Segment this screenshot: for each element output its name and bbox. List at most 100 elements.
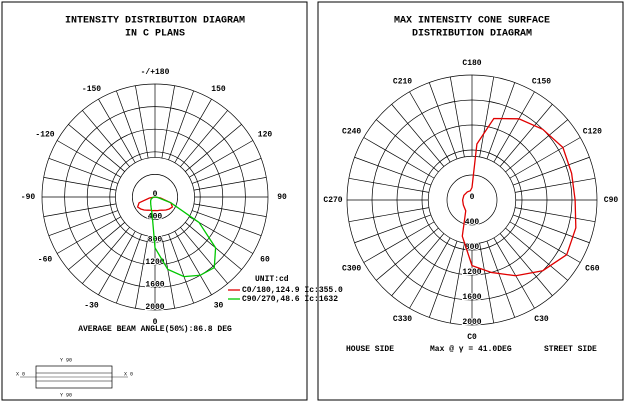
spoke	[168, 90, 194, 160]
angle-tick-label: 60	[260, 256, 270, 265]
sketch-label: Y 90	[60, 392, 72, 398]
spoke	[82, 110, 130, 167]
spoke	[391, 104, 445, 167]
angle-tick-label: 30	[214, 301, 224, 310]
spoke	[428, 240, 458, 318]
r-tick-label: 0	[153, 190, 158, 199]
r-tick-label: 400	[465, 218, 480, 227]
beam-angle: AVERAGE BEAM ANGLE(50%):86.8 DEG	[78, 325, 232, 334]
sketch-label: X 0	[124, 371, 133, 377]
spoke	[499, 233, 553, 296]
angle-tick-label: C150	[532, 77, 551, 86]
spoke	[98, 98, 136, 163]
spoke	[391, 233, 445, 296]
spoke	[161, 235, 175, 309]
r-tick-label: 1200	[462, 268, 481, 277]
angle-tick-label: 0	[153, 318, 158, 327]
spoke	[363, 137, 435, 179]
spoke	[512, 156, 590, 186]
spoke	[68, 222, 125, 270]
left-panel	[1, 1, 308, 401]
spoke	[512, 214, 590, 244]
unit: UNIT:cd	[255, 275, 289, 284]
spoke	[348, 177, 429, 193]
angle-tick-label: C90	[604, 196, 619, 205]
angle-tick-label: C270	[323, 196, 342, 205]
spoke	[116, 90, 142, 160]
spoke	[505, 119, 568, 173]
spoke	[509, 221, 581, 263]
legend-label: C0/180,124.9 Ic:355.0	[242, 286, 343, 295]
spoke	[192, 210, 262, 236]
angle-tick-label: -60	[38, 256, 53, 265]
right-panel	[317, 1, 624, 401]
ring	[371, 99, 573, 301]
spoke	[135, 235, 149, 309]
spoke	[499, 104, 553, 167]
spoke	[409, 91, 451, 163]
r-tick-label: 1600	[462, 293, 481, 302]
spoke	[479, 76, 495, 157]
angle-tick-label: C180	[462, 59, 481, 68]
angle-tick-label: C0	[467, 333, 477, 342]
spoke	[48, 158, 118, 184]
spoke	[98, 231, 136, 296]
angle-tick-label: -90	[21, 193, 36, 202]
intensity-curve	[149, 196, 217, 278]
spoke	[43, 177, 117, 191]
luminaire-sketch: Y 90 X 0 X 0 Y 90	[16, 357, 133, 398]
spoke	[493, 91, 535, 163]
street-side: STREET SIDE	[544, 345, 597, 354]
inner-ring	[115, 157, 195, 237]
angle-tick-label: C300	[342, 265, 361, 274]
spoke	[193, 203, 267, 217]
spoke	[348, 207, 429, 223]
ring	[132, 174, 178, 220]
spoke	[180, 110, 228, 167]
spoke	[449, 76, 465, 157]
angle-tick-label: -30	[84, 301, 99, 310]
intensity-curve	[136, 196, 174, 212]
spoke	[43, 203, 117, 217]
r-tick-label: 1600	[145, 281, 164, 290]
angle-tick-label: C60	[585, 265, 600, 274]
angle-tick-label: -120	[35, 131, 54, 140]
title: MAX INTENSITY CONE SURFACE	[394, 16, 550, 27]
angle-tick-label: -/+180	[141, 68, 170, 77]
house-side: HOUSE SIDE	[346, 345, 394, 354]
spoke	[493, 237, 535, 309]
ring	[446, 174, 498, 226]
spoke	[376, 227, 439, 281]
r-tick-label: 400	[148, 213, 163, 222]
ring	[396, 124, 548, 276]
title: INTENSITY DISTRIBUTION DIAGRAM	[65, 16, 245, 27]
spoke	[116, 234, 142, 304]
spoke	[161, 85, 175, 159]
r-tick-label: 2000	[145, 303, 164, 312]
sketch-label: X 0	[16, 371, 25, 377]
r-tick-label: 0	[470, 193, 475, 202]
angle-tick-label: C330	[393, 315, 412, 324]
spoke	[56, 216, 121, 254]
spoke	[68, 124, 125, 172]
spoke	[174, 98, 212, 163]
intensity-curve	[461, 117, 577, 277]
angle-tick-label: 120	[258, 131, 273, 140]
title: DISTRIBUTION DIAGRAM	[412, 29, 532, 40]
r-tick-label: 1200	[145, 258, 164, 267]
spoke	[193, 177, 267, 191]
angle-tick-label: 150	[211, 85, 226, 94]
spoke	[509, 137, 581, 179]
ring	[86, 128, 224, 266]
legend-label: C90/270,48.6 Ic:1632	[242, 295, 338, 304]
spoke	[168, 234, 194, 304]
title: IN C PLANS	[125, 29, 185, 40]
spoke	[363, 221, 435, 263]
spoke	[82, 227, 130, 284]
spoke	[428, 82, 458, 160]
ring	[41, 83, 269, 311]
spoke	[354, 214, 432, 244]
spoke	[180, 227, 228, 284]
spoke	[479, 243, 495, 324]
angle-tick-label: C30	[534, 315, 549, 324]
